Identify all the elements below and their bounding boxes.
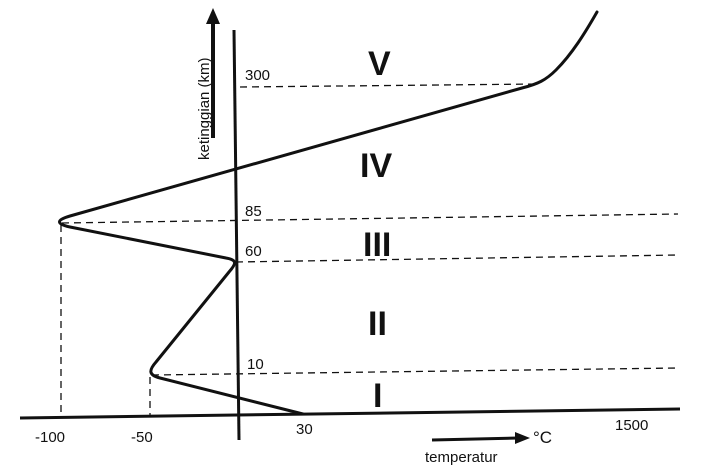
guide-line-60: [235, 254, 679, 263]
layer-label-v: V: [368, 45, 391, 83]
y-axis: [232, 29, 241, 441]
guide-line-300: [239, 83, 539, 88]
x-axis-label: temperatur: [425, 449, 498, 466]
altitude-label-85: 85: [245, 203, 262, 220]
layer-label-ii: II: [368, 305, 387, 343]
x-axis-unit: °C: [533, 428, 552, 447]
altitude-label-60: 60: [245, 243, 262, 260]
temperature-label-minus-100: -100: [35, 429, 65, 446]
temperature-label-30: 30: [296, 421, 313, 438]
up-arrow-icon: [206, 8, 220, 24]
right-arrow-icon: [515, 432, 530, 444]
guide-line-85: [61, 213, 679, 224]
temperature-label-minus-50: -50: [131, 429, 153, 446]
layer-label-iv: IV: [360, 147, 392, 185]
y-axis-label: ketinggian (km): [196, 57, 213, 160]
x-axis-arrow-shaft: [431, 436, 519, 442]
altitude-label-10: 10: [247, 356, 264, 373]
temperature-profile-curve: [58, 10, 599, 416]
layer-label-iii: III: [363, 226, 391, 264]
layer-label-i: I: [373, 377, 382, 415]
temperature-label-1500: 1500: [615, 417, 648, 434]
altitude-label-300: 300: [245, 67, 270, 84]
guide-line-10: [151, 367, 679, 376]
x-axis: [19, 407, 681, 420]
